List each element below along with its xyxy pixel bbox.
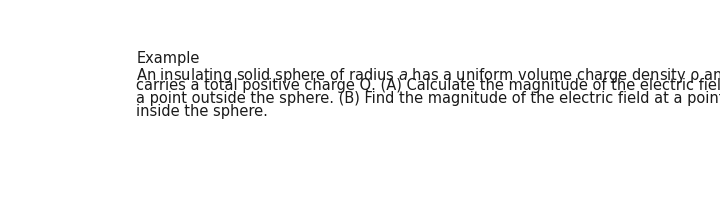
Text: inside the sphere.: inside the sphere. — [137, 104, 269, 119]
Text: carries a total positive charge Q. (A) Calculate the magnitude of the electric f: carries a total positive charge Q. (A) C… — [137, 78, 720, 93]
Text: An insulating solid sphere of radius $a$ has a uniform volume charge density ρ a: An insulating solid sphere of radius $a$… — [137, 65, 720, 84]
Text: Example: Example — [137, 51, 200, 66]
Text: a point outside the sphere. (B) Find the magnitude of the electric field at a po: a point outside the sphere. (B) Find the… — [137, 91, 720, 106]
